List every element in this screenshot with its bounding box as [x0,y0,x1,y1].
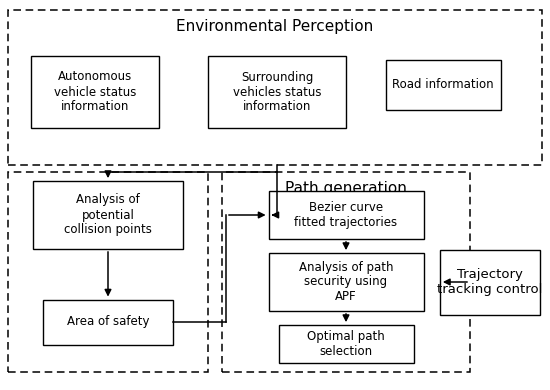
FancyBboxPatch shape [43,300,173,344]
Text: Trajectory
tracking control: Trajectory tracking control [437,268,543,296]
FancyBboxPatch shape [268,191,424,239]
Text: Road information: Road information [392,78,494,92]
Text: Analysis of path
security using
APF: Analysis of path security using APF [299,261,393,303]
FancyBboxPatch shape [33,181,183,249]
Text: Optimal path
selection: Optimal path selection [307,330,385,358]
FancyBboxPatch shape [440,250,540,314]
FancyBboxPatch shape [386,60,500,110]
Text: Analysis of
potential
collision points: Analysis of potential collision points [64,193,152,236]
Text: Bezier curve
fitted trajectories: Bezier curve fitted trajectories [294,201,398,229]
FancyBboxPatch shape [268,253,424,311]
Text: Path generation: Path generation [285,181,407,196]
Text: Autonomous
vehicle status
information: Autonomous vehicle status information [54,71,136,113]
Text: Surrounding
vehicles status
information: Surrounding vehicles status information [233,71,321,113]
FancyBboxPatch shape [31,56,159,128]
Text: Area of safety: Area of safety [67,316,149,328]
FancyBboxPatch shape [278,325,414,363]
FancyBboxPatch shape [208,56,346,128]
Text: Environmental Perception: Environmental Perception [177,19,373,34]
